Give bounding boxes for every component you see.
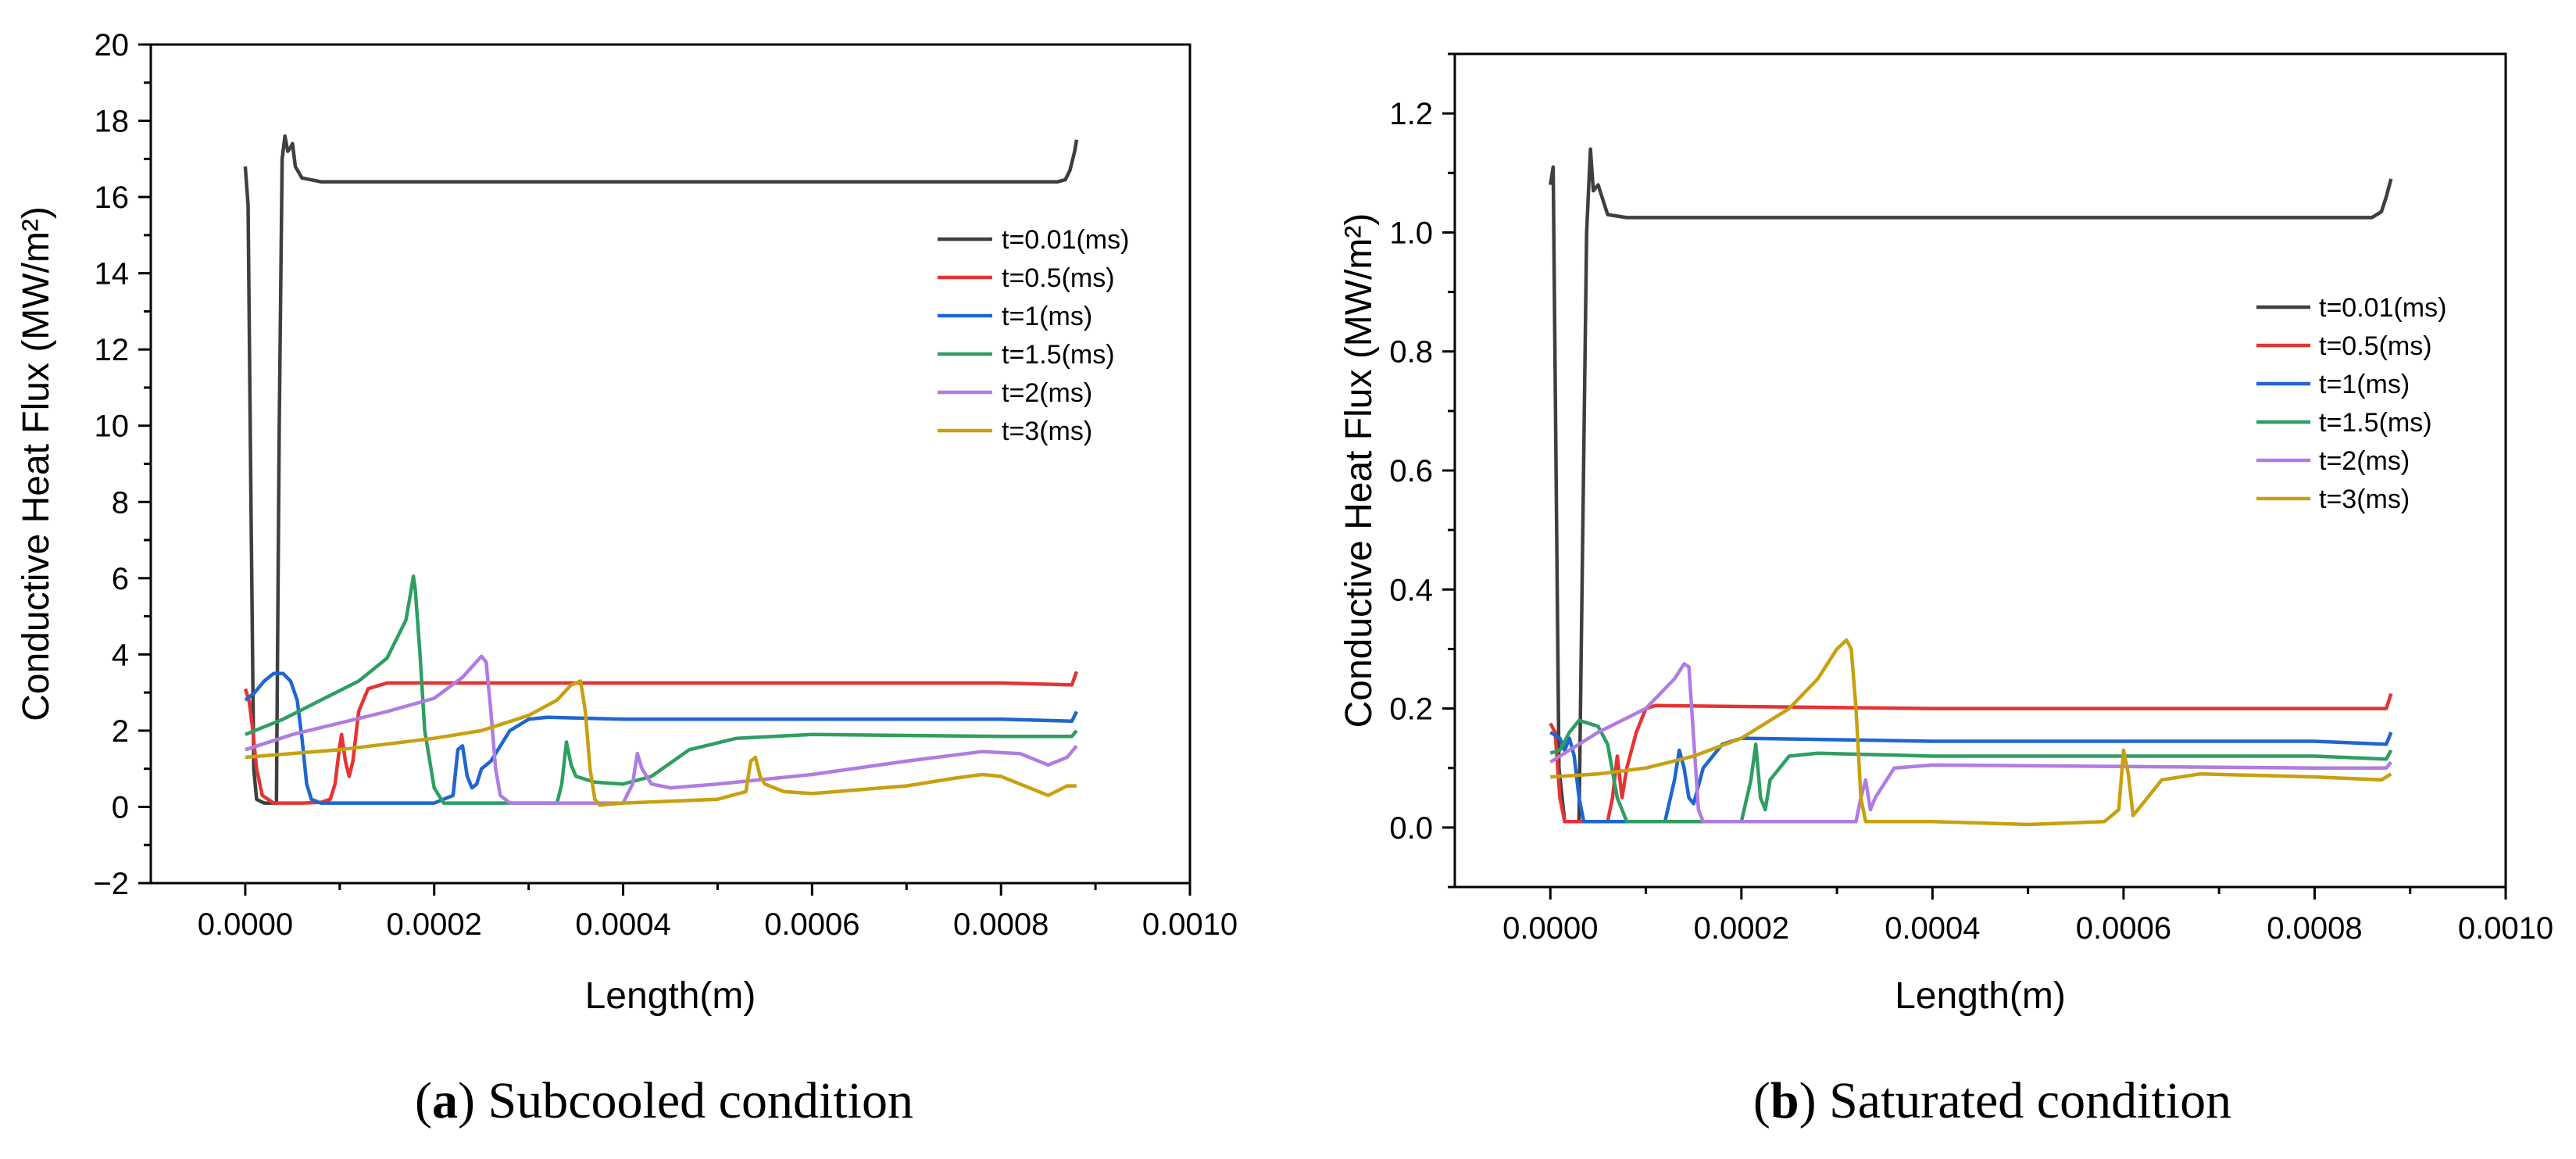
caption-label: a (432, 1072, 458, 1129)
y-tick-label: 0 (112, 790, 129, 825)
series-line-t=2(ms) (245, 654, 1078, 805)
x-tick-label: 0.0006 (2076, 911, 2171, 946)
legend-label: t=0.01(ms) (2319, 293, 2446, 323)
y-tick-label: 0.6 (1389, 454, 1433, 488)
x-tick-label: 0.0000 (1502, 911, 1598, 946)
panel-caption: (a) Subcooled condition (415, 1072, 913, 1129)
plot-frame-a (149, 43, 1192, 885)
x-tick-label: 0.0010 (1142, 907, 1238, 942)
series-group (1549, 147, 2393, 827)
series-line-t=0.5(ms) (1549, 692, 2393, 824)
series-line-t=1(ms) (1549, 731, 2393, 824)
caption-text: Subcooled condition (488, 1072, 913, 1129)
series-line-t=1(ms) (244, 671, 1078, 805)
x-tick-label: 0.0004 (575, 907, 670, 942)
y-tick-label: 14 (95, 257, 130, 292)
legend: t=0.01(ms) t=0.5(ms) t=1(ms) t=1.5(ms) t=2(m… (938, 225, 1129, 446)
x-tick-label: 0.0002 (1694, 911, 1789, 946)
panel-caption: (b) Saturated condition (1753, 1072, 2231, 1129)
series-line-t=3(ms) (1550, 638, 2392, 827)
legend-label: t=1(ms) (2319, 370, 2410, 399)
x-tick-label: 0.0010 (2458, 911, 2553, 946)
y-tick-label: 16 (95, 181, 130, 215)
y-tick-label: 0.8 (1389, 335, 1433, 370)
x-tick-label: 0.0000 (198, 907, 293, 942)
legend-label: t=1(ms) (1002, 302, 1092, 331)
y-tick-label: 0.0 (1389, 811, 1433, 846)
x-tick-label: 0.0008 (953, 907, 1049, 942)
y-tick-label: 10 (95, 410, 130, 444)
legend-label: t=0.01(ms) (1002, 225, 1129, 255)
y-tick-label: 2 (112, 714, 129, 749)
x-axis-title: Length(m) (585, 975, 756, 1017)
series-line-t=0.01(ms) (243, 134, 1079, 805)
legend-label: t=1.5(ms) (1002, 340, 1115, 370)
caption-text: Saturated condition (1829, 1072, 2231, 1129)
x-axis-title: Length(m) (1895, 975, 2066, 1017)
y-tick-label: 20 (95, 28, 130, 63)
series-line-t=0.01(ms) (1549, 147, 2393, 824)
legend-label: t=0.5(ms) (1002, 263, 1115, 293)
y-tick-label: −2 (93, 867, 129, 901)
x-tick-label: 0.0006 (764, 907, 859, 942)
legend: t=0.01(ms) t=0.5(ms) t=1(ms) t=1.5(ms) t=2(m… (2256, 293, 2446, 514)
x-tick-label: 0.0002 (387, 907, 482, 942)
caption-label: b (1770, 1072, 1799, 1129)
y-tick-label: 0.4 (1389, 573, 1433, 607)
y-tick-label: 12 (95, 333, 130, 367)
y-axis-title: Conductive Heat Flux (MW/m²) (1338, 213, 1380, 728)
legend-label: t=1.5(ms) (2319, 408, 2432, 438)
panel-a: 0.0000 0.0002 0.0004 0.0006 0.0008 0.0010 −2 0 2… (16, 28, 1238, 1129)
x-tick-label: 0.0004 (1885, 911, 1980, 946)
legend-label: t=2(ms) (1002, 378, 1092, 408)
legend-label: t=2(ms) (2319, 446, 2410, 476)
series-line-t=1.5(ms) (1549, 718, 2393, 824)
y-axis-title: Conductive Heat Flux (MW/m²) (16, 206, 57, 721)
legend-label: t=3(ms) (2319, 485, 2410, 514)
series-line-t=0.5(ms) (243, 671, 1079, 805)
y-tick-label: 1.2 (1389, 97, 1433, 131)
series-group (243, 134, 1079, 807)
y-tick-label: 0.2 (1389, 692, 1433, 727)
y-tick-label: 8 (112, 485, 129, 520)
legend-label: t=3(ms) (1002, 417, 1092, 446)
y-tick-label: 4 (112, 638, 129, 672)
legend-label: t=0.5(ms) (2319, 331, 2432, 361)
series-line-t=3(ms) (245, 679, 1077, 807)
y-tick-label: 1.0 (1389, 216, 1433, 250)
y-tick-label: 18 (95, 105, 130, 139)
x-tick-label: 0.0008 (2267, 911, 2362, 946)
y-tick-label: 6 (112, 562, 129, 596)
panel-b: 0.0000 0.0002 0.0004 0.0006 0.0008 0.0010 0.0 0… (1338, 52, 2553, 1129)
series-line-t=2(ms) (1549, 662, 2393, 824)
